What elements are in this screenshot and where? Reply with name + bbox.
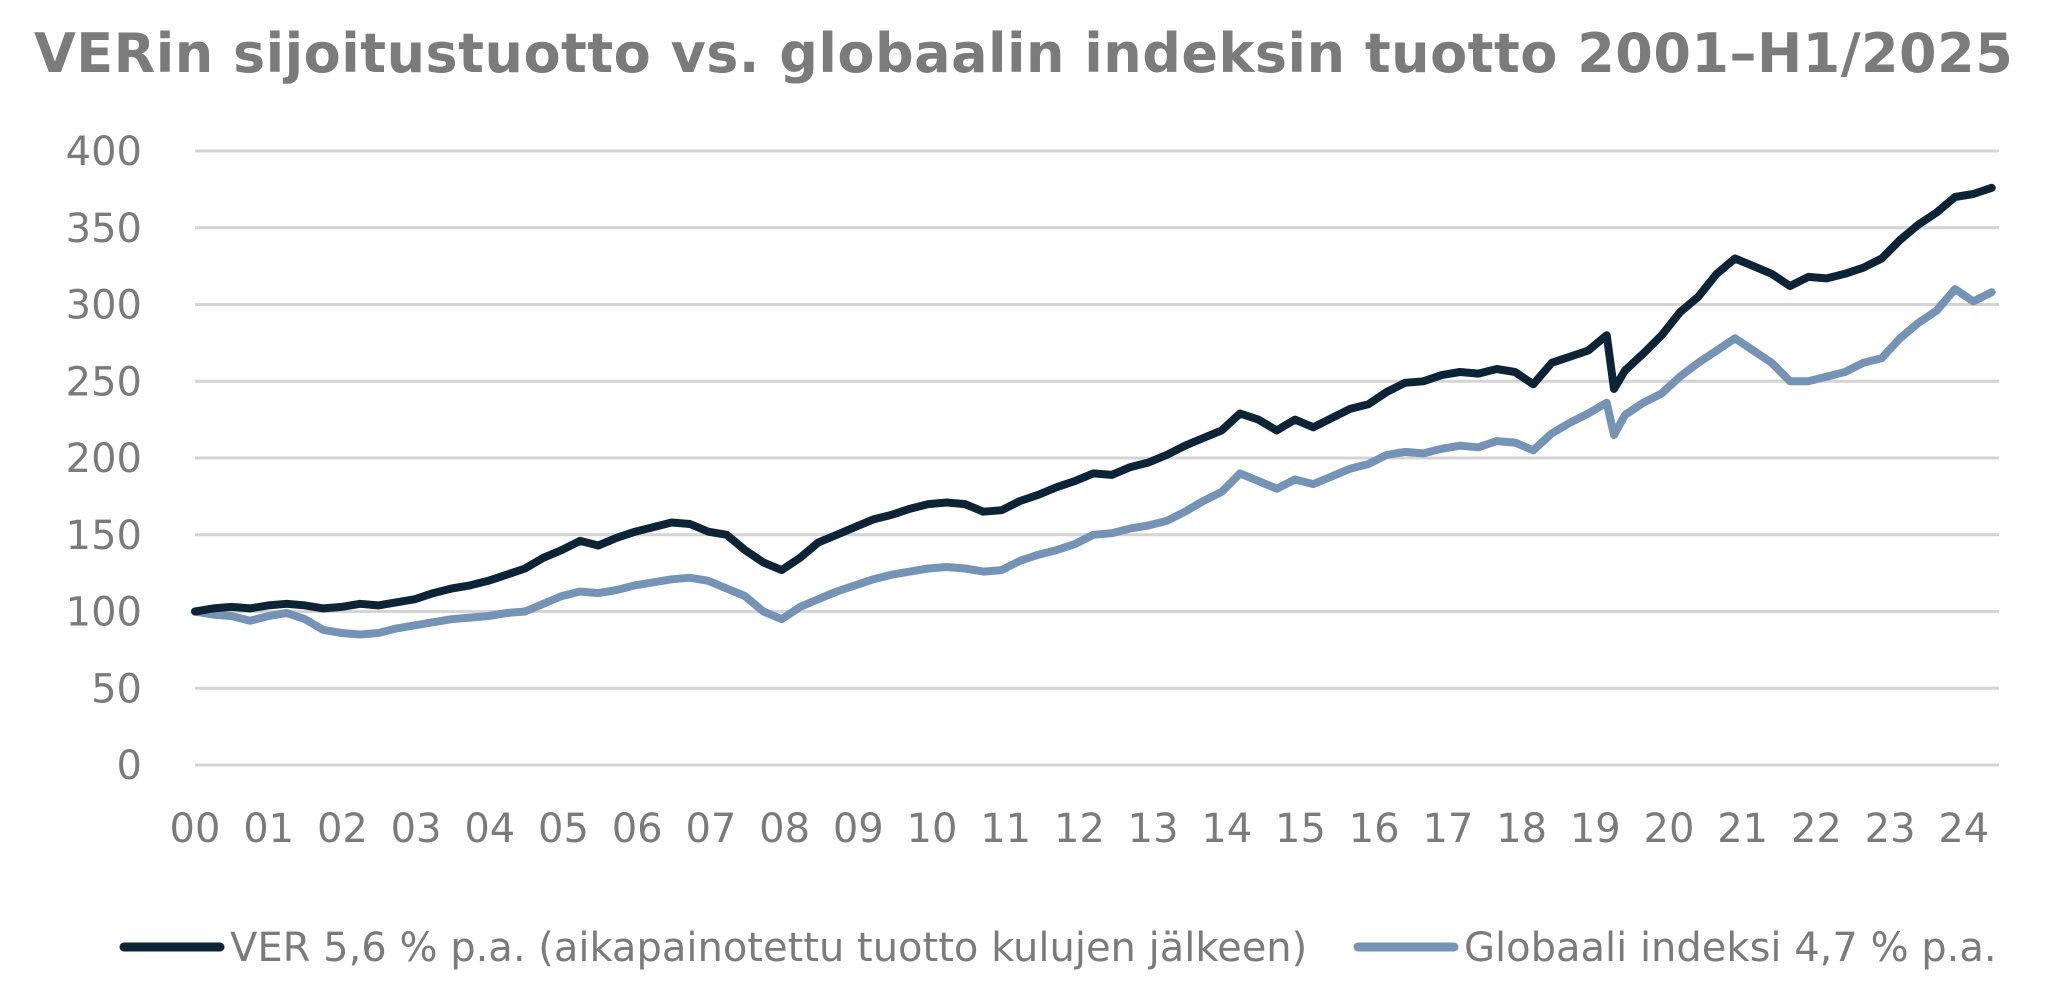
y-axis-ticks: 0 50 100 150 200 250 300 350 400 <box>66 129 142 789</box>
x-tick-label: 09 <box>833 806 884 852</box>
x-tick-label: 20 <box>1644 806 1695 852</box>
series-line-ver <box>191 183 1996 616</box>
x-tick-label: 05 <box>538 806 589 852</box>
x-tick-label: 24 <box>1938 806 1989 852</box>
x-tick-label: 04 <box>464 806 515 852</box>
legend-label: Globaali indeksi 4,7 % p.a. <box>1464 925 1997 971</box>
y-tick-label: 50 <box>91 666 142 712</box>
x-tick-label: 21 <box>1717 806 1768 852</box>
x-axis-ticks: 00 01 02 03 04 05 06 07 08 09 10 11 12 13 14 15 16 17 18 19… <box>170 806 1990 852</box>
x-tick-label: 15 <box>1275 806 1326 852</box>
gridlines <box>195 149 1999 767</box>
y-tick-label: 150 <box>66 513 142 559</box>
x-tick-label: 23 <box>1865 806 1916 852</box>
y-tick-label: 250 <box>66 359 142 405</box>
x-tick-label: 18 <box>1496 806 1547 852</box>
y-tick-label: 350 <box>66 206 142 252</box>
x-tick-label: 19 <box>1570 806 1621 852</box>
series-lines <box>191 183 1996 639</box>
y-tick-label: 400 <box>66 129 142 175</box>
legend: VER 5,6 % p.a. (aikapainotettu tuotto ku… <box>119 925 1997 971</box>
series-line-global-index <box>191 285 1996 639</box>
y-tick-label: 100 <box>66 590 142 636</box>
chart-title: VERin sijoitustuotto vs. globaalin indek… <box>34 22 2014 85</box>
y-tick-label: 300 <box>66 283 142 329</box>
x-tick-label: 10 <box>907 806 958 852</box>
y-tick-label: 0 <box>117 743 142 789</box>
x-tick-label: 22 <box>1791 806 1842 852</box>
x-tick-label: 13 <box>1128 806 1179 852</box>
x-tick-label: 17 <box>1422 806 1473 852</box>
x-tick-label: 06 <box>612 806 663 852</box>
x-tick-label: 01 <box>243 806 294 852</box>
x-tick-label: 07 <box>685 806 736 852</box>
x-tick-label: 12 <box>1054 806 1105 852</box>
x-tick-label: 03 <box>391 806 442 852</box>
x-tick-label: 11 <box>980 806 1031 852</box>
legend-label: VER 5,6 % p.a. (aikapainotettu tuotto ku… <box>230 925 1307 971</box>
x-tick-label: 02 <box>317 806 368 852</box>
x-tick-label: 08 <box>759 806 810 852</box>
x-tick-label: 16 <box>1349 806 1400 852</box>
y-tick-label: 200 <box>66 436 142 482</box>
x-tick-label: 00 <box>170 806 221 852</box>
x-tick-label: 14 <box>1201 806 1252 852</box>
